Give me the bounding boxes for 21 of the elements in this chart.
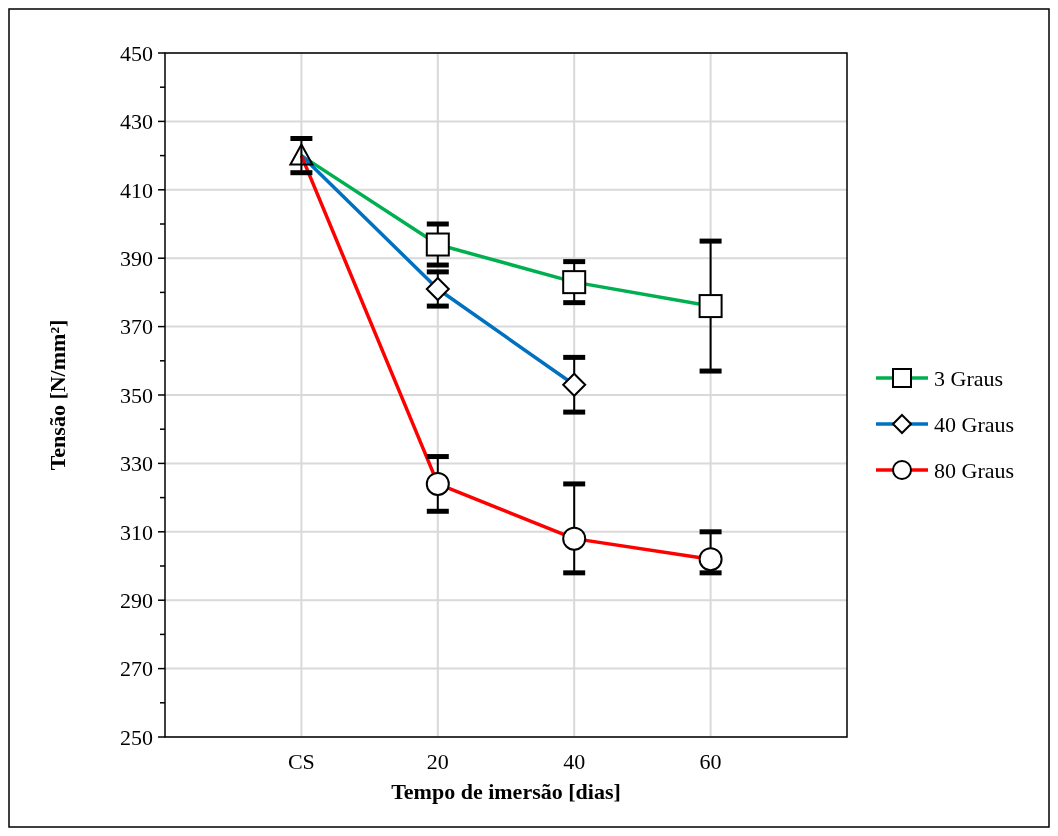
- y-tick-label: 390: [120, 245, 153, 271]
- y-tick-label: 250: [120, 724, 153, 750]
- y-tick-label: 310: [120, 519, 153, 545]
- y-axis-title: Tensão [N/mm²]: [45, 319, 70, 471]
- legend-label: 40 Graus: [934, 411, 1015, 437]
- y-tick-label: 330: [120, 451, 153, 477]
- x-tick-label: 20: [426, 749, 449, 774]
- legend-label: 80 Graus: [934, 457, 1015, 483]
- x-tick-label: 40: [563, 749, 586, 774]
- y-tick-label: 370: [120, 314, 153, 340]
- y-tick-label: 350: [120, 382, 153, 408]
- y-tick-label: 290: [120, 587, 153, 613]
- y-tick-label: 270: [120, 656, 153, 682]
- x-tick-label: 60: [699, 749, 722, 774]
- y-tick-label: 450: [120, 40, 153, 66]
- x-axis-title: Tempo de imersão [dias]: [391, 779, 621, 804]
- point: [289, 143, 314, 166]
- y-tick-label: 410: [120, 177, 153, 203]
- y-tick-label: 430: [120, 109, 153, 135]
- legend-label: 3 Graus: [934, 365, 1004, 391]
- x-tick-label: CS: [287, 749, 315, 774]
